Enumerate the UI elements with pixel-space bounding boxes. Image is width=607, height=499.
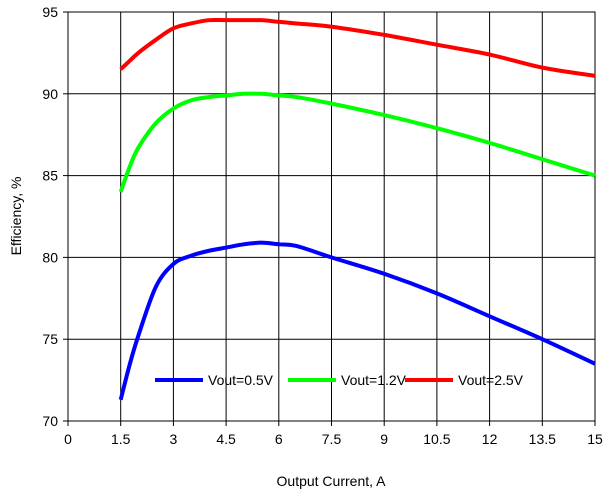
x-tick-label: 4.5 — [216, 431, 236, 447]
plot-frame — [67, 11, 596, 422]
axes: 0 1.5 3 4.5 6 7.5 9 10.5 12 13.5 15 70 75 80 85 90 95 — [42, 4, 603, 447]
series-lines — [118, 17, 596, 401]
legend-label: Vout=0.5V — [208, 372, 274, 388]
legend-label: Vout=2.5V — [458, 372, 524, 388]
legend-label: Vout=1.2V — [341, 372, 407, 388]
x-tick-label: 0 — [64, 431, 72, 447]
x-tick-label: 6 — [275, 431, 283, 447]
y-axis-label: Efficiency, % — [8, 177, 24, 256]
y-tick-label: 80 — [42, 249, 58, 265]
series-line-vout-2-5v — [119, 17, 596, 78]
grid-lines — [68, 11, 596, 421]
legend: Vout=0.5V Vout=1.2V Vout=2.5V — [155, 372, 524, 388]
x-tick-label: 12 — [482, 431, 498, 447]
y-tick-label: 85 — [42, 168, 58, 184]
x-tick-label: 15 — [587, 431, 603, 447]
x-tick-label: 1.5 — [111, 431, 131, 447]
y-tick-label: 95 — [42, 4, 58, 20]
x-tick-label: 10.5 — [423, 431, 450, 447]
series-line-vout-1-2v — [118, 91, 596, 193]
y-tick-label: 90 — [42, 86, 58, 102]
x-tick-label: 7.5 — [322, 431, 342, 447]
x-axis-label: Output Current, A — [277, 473, 387, 489]
x-tick-label: 3 — [170, 431, 178, 447]
series-line-vout-0-5v — [118, 240, 596, 401]
y-tick-label: 75 — [42, 331, 58, 347]
x-tick-label: 13.5 — [529, 431, 556, 447]
y-tick-label: 70 — [42, 413, 58, 429]
x-tick-label: 9 — [380, 431, 388, 447]
